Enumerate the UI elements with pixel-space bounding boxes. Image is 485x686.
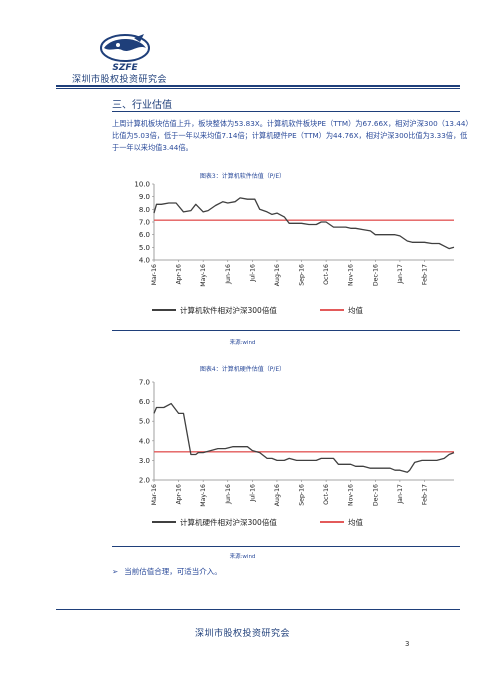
chart2-source: 来源:wind xyxy=(229,554,256,560)
x-tick-label: Jun-16 xyxy=(225,484,232,505)
conclusion-text: 当前估值合理，可适当介入。 xyxy=(124,567,222,576)
y-tick-label: 10.0 xyxy=(134,181,150,189)
x-tick-label: Oct-16 xyxy=(323,264,330,285)
series-line xyxy=(153,197,455,250)
x-tick-label: Sep-16 xyxy=(299,264,306,286)
x-tick-label: Jul-16 xyxy=(249,264,256,283)
chart1-source: 来源:wind xyxy=(229,340,256,346)
x-tick-label: Mar-16 xyxy=(151,264,158,285)
x-tick-label: Feb-17 xyxy=(421,264,428,285)
x-tick-label: Jan-17 xyxy=(397,264,404,285)
valuation-paragraph: 上周计算机板块估值上升，板块整体为53.83X。计算机软件板块PE（TTM）为6… xyxy=(112,119,469,152)
header-org-name: 深圳市股权投资研究会 xyxy=(72,75,168,85)
x-tick-label: Dec-16 xyxy=(372,484,379,506)
page-number: 3 xyxy=(405,640,410,648)
x-tick-label: Aug-16 xyxy=(274,484,281,506)
legend-series-label: 计算机软件相对沪深300倍值 xyxy=(180,305,277,315)
x-tick-label: Jul-16 xyxy=(249,484,256,503)
series-line xyxy=(153,402,455,473)
y-tick-label: 4.0 xyxy=(139,257,150,265)
x-tick-label: Nov-16 xyxy=(348,484,355,506)
legend-mean-label: 均值 xyxy=(348,517,363,527)
header-rule-thin xyxy=(56,88,460,89)
x-tick-label: May-16 xyxy=(200,264,207,287)
x-tick-label: Sep-16 xyxy=(299,484,306,506)
chart2-frame-bottom xyxy=(112,546,460,547)
x-tick-label: Aug-16 xyxy=(274,264,281,286)
y-tick-label: 7.0 xyxy=(139,379,150,387)
footer-org-name: 深圳市股权投资研究会 xyxy=(194,629,290,639)
chart2-caption: 图表4：计算机硬件估值（P/E） xyxy=(199,366,286,373)
footer-rule xyxy=(56,609,460,610)
logo-text: SZFE xyxy=(112,63,138,72)
szfe-logo: SZFE xyxy=(100,34,150,72)
x-tick-label: Jun-16 xyxy=(225,264,232,285)
section-title: 三、行业估值 xyxy=(112,100,172,111)
y-tick-label: 5.0 xyxy=(139,418,150,426)
y-tick-label: 6.0 xyxy=(139,398,150,406)
bullet-arrow-icon: ➢ xyxy=(112,567,119,576)
y-tick-label: 5.0 xyxy=(139,244,150,252)
legend-series-label: 计算机硬件相对沪深300倍值 xyxy=(180,517,277,527)
x-tick-label: Mar-16 xyxy=(151,484,158,505)
y-tick-label: 9.0 xyxy=(139,193,150,201)
conclusion: ➢ 当前估值合理，可适当介入。 xyxy=(112,566,222,577)
y-tick-label: 7.0 xyxy=(139,219,150,227)
x-tick-label: Jan-17 xyxy=(397,484,404,505)
y-tick-label: 8.0 xyxy=(139,206,150,214)
y-tick-label: 6.0 xyxy=(139,231,150,239)
y-tick-label: 3.0 xyxy=(139,457,150,465)
header-rule xyxy=(56,85,460,87)
x-tick-label: Oct-16 xyxy=(323,484,330,505)
x-tick-label: May-16 xyxy=(200,484,207,507)
x-tick-label: Apr-16 xyxy=(176,484,183,504)
y-tick-label: 2.0 xyxy=(139,477,150,485)
chart1-caption: 图表3：计算机软件估值（P/E） xyxy=(199,173,286,180)
y-tick-label: 4.0 xyxy=(139,437,150,445)
x-tick-label: Nov-16 xyxy=(348,264,355,286)
x-tick-label: Feb-17 xyxy=(421,484,428,505)
section-title-rule xyxy=(112,111,460,112)
chart1-frame-bottom xyxy=(112,330,460,331)
x-tick-label: Dec-16 xyxy=(372,264,379,286)
legend-mean-label: 均值 xyxy=(348,305,363,315)
x-tick-label: Apr-16 xyxy=(176,264,183,284)
